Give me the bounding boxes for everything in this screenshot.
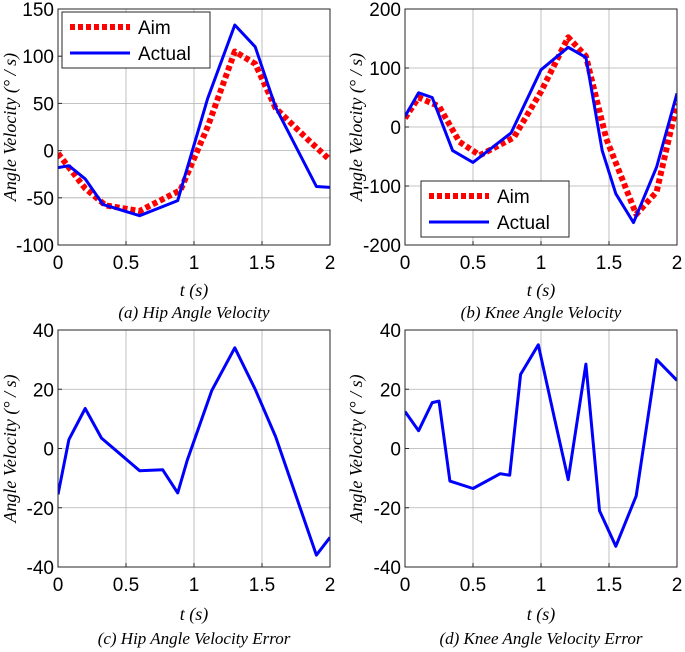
y-axis-label: Angle Velocity (° / s) <box>0 374 21 523</box>
x-tick-label: 1 <box>536 575 547 596</box>
y-tick-label: 0 <box>390 440 401 461</box>
y-tick-label: -200 <box>363 236 401 257</box>
legend-label-aim: Aim <box>138 18 171 39</box>
legend-label-actual: Actual <box>138 44 191 65</box>
x-tick-label: 1.5 <box>596 575 622 596</box>
chart-panel-a: 0 0.5 1 1.5 2 -100 -50 0 50 100 150 t (s) Angle Velo… <box>0 0 335 322</box>
x-tick-label: 2 <box>325 253 336 274</box>
x-axis-label: t (s) <box>180 604 209 625</box>
series-group <box>405 343 677 548</box>
series-group <box>58 346 330 557</box>
y-tick-label: 40 <box>33 321 54 342</box>
y-tick-label: 150 <box>22 0 54 21</box>
x-tick-label: 0 <box>53 575 64 596</box>
y-tick-label: 0 <box>43 440 54 461</box>
chart-panel-b: 0 0.5 1 1.5 2 -200 -100 0 100 200 t (s) Angle Veloc… <box>346 0 682 322</box>
y-tick-label: -20 <box>27 499 54 520</box>
x-tick-label: 1 <box>536 253 547 274</box>
chart-panel-c: 0 0.5 1 1.5 2 -40 -20 0 20 40 t (s) Angle Velocity … <box>0 321 335 648</box>
legend: Aim Actual <box>420 180 570 238</box>
x-tick-label: 0.5 <box>460 253 486 274</box>
y-tick-label: 40 <box>380 321 401 342</box>
chart-panel-d: 0 0.5 1 1.5 2 -40 -20 0 20 40 t (s) Angle Velocity … <box>346 321 682 648</box>
legend-box <box>420 180 570 238</box>
chart-caption: (a) Hip Angle Velocity <box>118 303 270 322</box>
legend: Aim Actual <box>61 11 211 69</box>
x-axis-label: t (s) <box>527 604 556 625</box>
x-axis-label: t (s) <box>180 280 209 301</box>
y-tick-label: 200 <box>369 0 401 21</box>
x-tick-label: 2 <box>672 253 683 274</box>
y-tick-label: -50 <box>27 189 54 210</box>
y-tick-label: 20 <box>33 380 54 401</box>
x-tick-label: 0.5 <box>460 575 486 596</box>
y-tick-label: 0 <box>390 118 401 139</box>
y-axis-label: Angle Velocity (° / s) <box>346 53 367 202</box>
y-tick-label: 50 <box>33 94 54 115</box>
series-line-error <box>58 346 330 557</box>
x-tick-label: 2 <box>325 575 336 596</box>
x-axis-label: t (s) <box>527 280 556 301</box>
y-tick-label: -100 <box>363 177 401 198</box>
x-tick-label: 0 <box>400 575 411 596</box>
legend-label-aim: Aim <box>497 187 530 208</box>
series-group <box>58 23 330 218</box>
y-tick-label: 100 <box>369 59 401 80</box>
x-tick-label: 0 <box>400 253 411 274</box>
x-tick-label: 0 <box>53 253 64 274</box>
y-tick-label: 0 <box>43 142 54 163</box>
y-tick-label: -100 <box>16 236 54 257</box>
x-tick-label: 2 <box>672 575 683 596</box>
x-tick-label: 1.5 <box>249 253 275 274</box>
y-tick-label: 100 <box>22 47 54 68</box>
x-tick-label: 1.5 <box>596 253 622 274</box>
x-tick-label: 1 <box>189 575 200 596</box>
chart-caption: (b) Knee Angle Velocity <box>461 303 622 322</box>
series-line-actual <box>405 45 677 225</box>
y-axis-label: Angle Velocity (° / s) <box>346 374 367 523</box>
y-tick-label: -40 <box>374 558 401 579</box>
x-tick-label: 1.5 <box>249 575 275 596</box>
y-tick-label: 20 <box>380 380 401 401</box>
series-line-error <box>405 343 677 548</box>
chart-caption: (c) Hip Angle Velocity Error <box>98 629 291 648</box>
x-tick-label: 1 <box>189 253 200 274</box>
chart-caption: (d) Knee Angle Velocity Error <box>439 629 642 648</box>
legend-label-actual: Actual <box>497 213 550 234</box>
y-tick-label: -20 <box>374 499 401 520</box>
y-tick-label: -40 <box>27 558 54 579</box>
legend-box <box>61 11 211 69</box>
series-group <box>405 34 677 225</box>
y-axis-label: Angle Velocity (° / s) <box>0 53 21 202</box>
series-line-aim <box>58 48 330 214</box>
series-line-actual <box>58 23 330 218</box>
x-tick-label: 0.5 <box>113 575 139 596</box>
x-tick-label: 0.5 <box>113 253 139 274</box>
